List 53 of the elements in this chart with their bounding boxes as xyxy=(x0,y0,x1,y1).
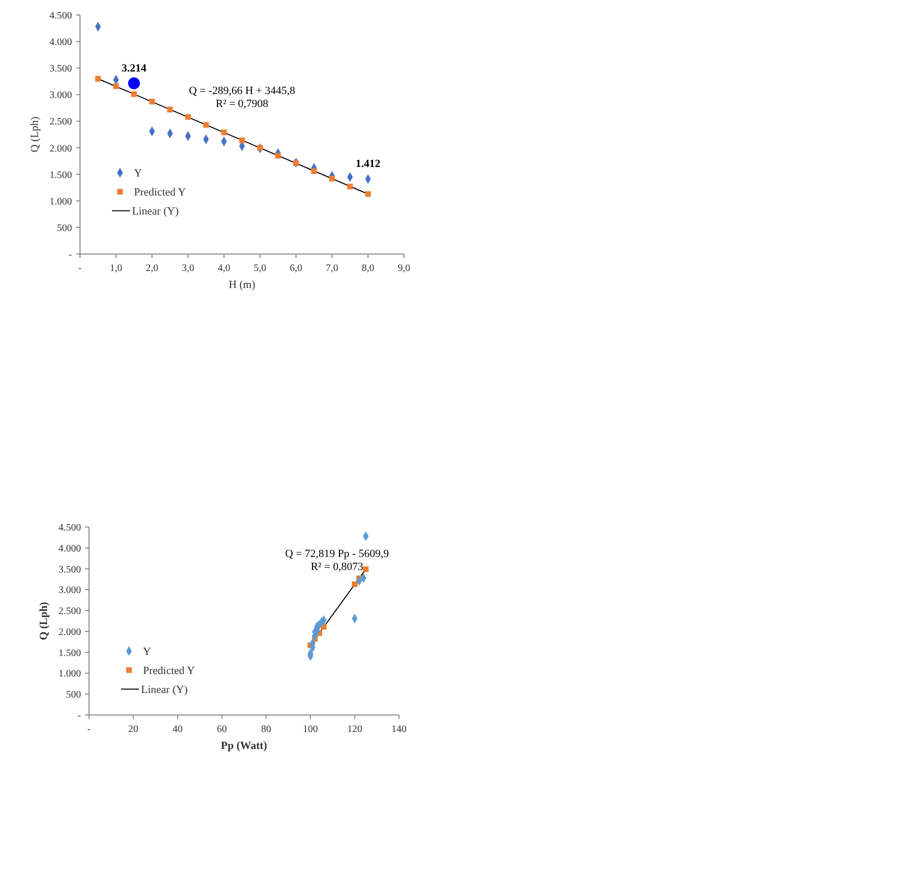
y-tick-label: 4.000 xyxy=(58,543,81,554)
annotation: 3.214 xyxy=(122,62,147,74)
x-tick-label: 1,0 xyxy=(110,263,122,274)
x-tick-label: 9,0 xyxy=(398,263,410,274)
legend-label: Predicted Y xyxy=(143,664,195,677)
y-tick-label: 4.500 xyxy=(58,522,81,534)
x-tick-label: 120 xyxy=(347,724,362,735)
y-tick-label: 500 xyxy=(57,222,72,234)
y-tick-label: 1.000 xyxy=(58,668,81,680)
y-tick-label: 4.000 xyxy=(50,37,72,48)
legend-label: Linear (Y) xyxy=(132,206,180,218)
x-tick-label: 80 xyxy=(261,724,272,735)
annotation: Q = -289,66 H + 3445,8 xyxy=(188,84,296,97)
legend-label: Linear (Y) xyxy=(141,684,188,696)
y-tick-label: 500 xyxy=(66,690,81,701)
y-tick-label: 2.500 xyxy=(50,116,72,128)
y-tick-label: 2.500 xyxy=(58,606,81,618)
y-tick-label: 3.000 xyxy=(50,90,72,102)
y-tick-label: - xyxy=(78,710,81,722)
x-tick-label: 3,0 xyxy=(182,263,194,274)
x-tick-label: 6,0 xyxy=(290,263,302,274)
annotation: 1.412 xyxy=(356,158,381,170)
y-tick-label: 4.500 xyxy=(50,10,72,22)
x-tick-label: 40 xyxy=(172,724,183,735)
x-axis-title: H (m) xyxy=(228,279,256,291)
y-axis-title: Q (Lph) xyxy=(38,602,50,640)
x-axis-title: Pp (Watt) xyxy=(220,740,268,752)
x-tick-label: 60 xyxy=(216,724,227,735)
legend-label: Y xyxy=(143,646,151,658)
y-tick-label: 1.500 xyxy=(58,648,81,659)
y-tick-label: - xyxy=(68,250,72,260)
x-tick-label: 140 xyxy=(392,724,406,735)
y-tick-label: 3.000 xyxy=(58,585,81,596)
y-tick-label: 2.000 xyxy=(58,626,81,638)
x-tick-label: - xyxy=(87,724,91,735)
x-tick-label: 8,0 xyxy=(362,263,374,274)
x-tick-label: 20 xyxy=(128,724,138,735)
y-tick-label: 3.500 xyxy=(50,64,72,75)
y-axis-title: Q (Lph) xyxy=(29,116,41,152)
y-tick-label: 1.000 xyxy=(50,196,72,208)
x-tick-label: 2,0 xyxy=(146,263,158,274)
y-tick-label: 2.000 xyxy=(50,143,72,154)
y-tick-label: 1.500 xyxy=(50,170,72,181)
x-tick-label: 7,0 xyxy=(326,263,338,274)
annotation: R² = 0,7908 xyxy=(216,98,269,110)
y-tick-label: 3.500 xyxy=(58,564,81,576)
annotation: Q = 72,819 Pp - 5609,9 xyxy=(285,548,390,560)
x-tick-label: 4,0 xyxy=(218,263,230,274)
legend-label: Y xyxy=(134,168,142,180)
legend-label: Predicted Y xyxy=(134,186,186,199)
x-tick-label: 100 xyxy=(302,724,318,735)
x-tick-label: 5,0 xyxy=(254,263,266,274)
annotation: R² = 0,8073 xyxy=(310,561,364,574)
